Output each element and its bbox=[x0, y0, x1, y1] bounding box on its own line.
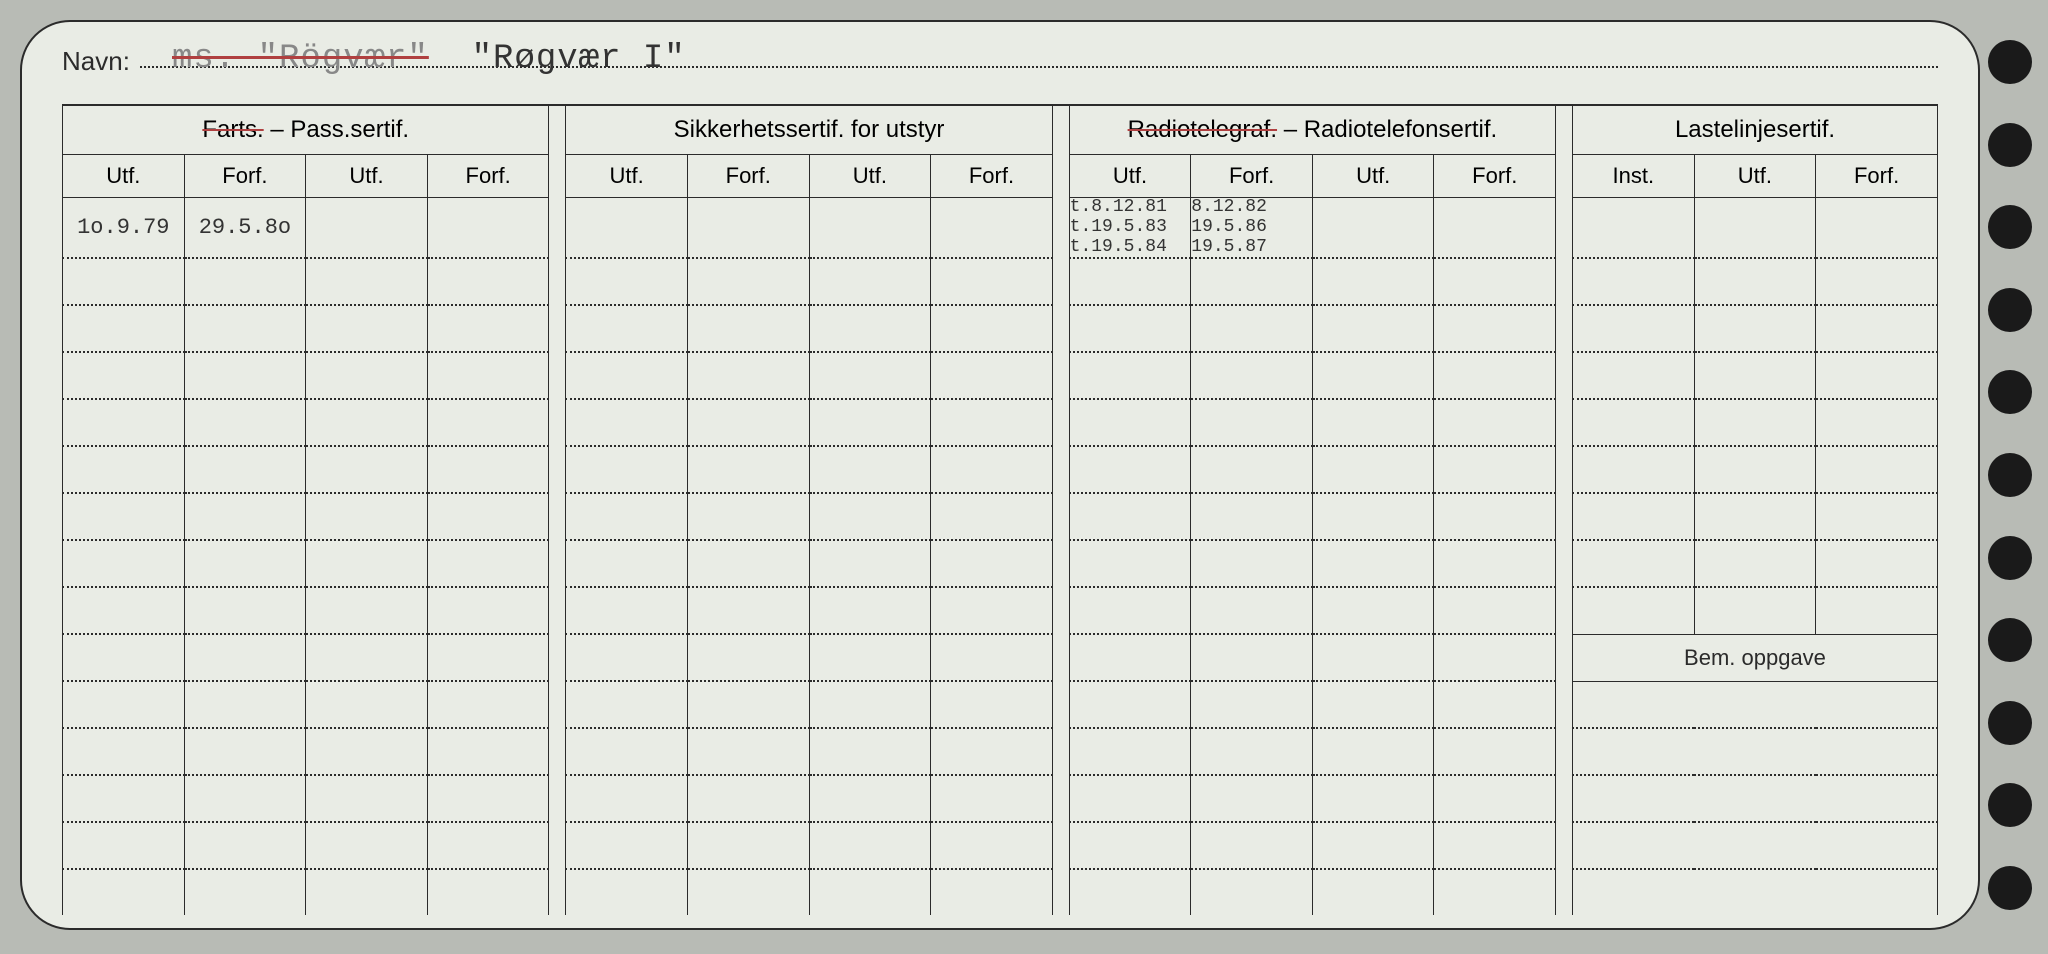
hole-icon bbox=[1988, 866, 2032, 910]
cell bbox=[1434, 198, 1556, 259]
col-forf-3: Forf. bbox=[687, 155, 809, 198]
group-sikkerhet: Sikkerhetssertif. for utstyr bbox=[566, 105, 1052, 155]
col-utf-1: Utf. bbox=[63, 155, 185, 198]
cell bbox=[809, 198, 931, 259]
hole-icon bbox=[1988, 536, 2032, 580]
group-pass-sertif: Farts. – Pass.sertif. bbox=[63, 105, 549, 155]
sub-header-row: Utf. Forf. Utf. Forf. Utf. Forf. Utf. Fo… bbox=[63, 155, 1938, 198]
cell bbox=[1694, 198, 1816, 259]
table-row bbox=[63, 822, 1938, 869]
index-card: Navn: ms. "Rögvær" "Røgvær I" Farts. – P… bbox=[20, 20, 1980, 930]
sep bbox=[1556, 155, 1573, 198]
navn-title: "Røgvær I" bbox=[472, 40, 686, 78]
sep bbox=[1556, 105, 1573, 155]
radio-forf-1: 8.12.82 bbox=[1191, 198, 1267, 218]
radiotelefon-text: – Radiotelefonsertif. bbox=[1277, 116, 1497, 143]
hole-icon bbox=[1988, 783, 2032, 827]
table-row bbox=[63, 681, 1938, 728]
table-row bbox=[63, 446, 1938, 493]
cell bbox=[1816, 198, 1938, 259]
sep bbox=[1052, 198, 1069, 259]
table-row: 1o.9.79 29.5.8o t.8.12.81 t.19.5.83 t.19… bbox=[63, 198, 1938, 259]
table-row bbox=[63, 728, 1938, 775]
table-row bbox=[63, 540, 1938, 587]
hole-icon bbox=[1988, 288, 2032, 332]
name-row: Navn: ms. "Rögvær" "Røgvær I" bbox=[62, 46, 1938, 96]
col-inst: Inst. bbox=[1572, 155, 1694, 198]
hole-icon bbox=[1988, 123, 2032, 167]
table-row bbox=[63, 493, 1938, 540]
hole-icon bbox=[1988, 205, 2032, 249]
sep bbox=[1556, 198, 1573, 259]
cell bbox=[931, 198, 1053, 259]
radio-forf-2: 19.5.86 bbox=[1191, 218, 1267, 238]
hole-icon bbox=[1988, 453, 2032, 497]
cell-radio-utf: t.8.12.81 t.19.5.83 t.19.5.84 bbox=[1069, 198, 1191, 259]
radio-utf-1: t.8.12.81 bbox=[1070, 198, 1167, 218]
bem-cell bbox=[1572, 681, 1937, 728]
col-utf-5: Utf. bbox=[1069, 155, 1191, 198]
hole-icon bbox=[1988, 618, 2032, 662]
table-row bbox=[63, 869, 1938, 915]
certificate-table: Farts. – Pass.sertif. Sikkerhetssertif. … bbox=[62, 104, 1938, 915]
cell bbox=[1572, 198, 1694, 259]
table-row: Bem. oppgave bbox=[63, 634, 1938, 681]
table-row bbox=[63, 775, 1938, 822]
cell bbox=[566, 198, 688, 259]
navn-text: ms. "Rögvær" "Røgvær I" bbox=[172, 40, 686, 78]
col-forf-7: Forf. bbox=[1816, 155, 1938, 198]
col-utf-4: Utf. bbox=[809, 155, 931, 198]
table-row bbox=[63, 352, 1938, 399]
col-utf-6: Utf. bbox=[1312, 155, 1434, 198]
sep bbox=[1052, 105, 1069, 155]
hole-icon bbox=[1988, 701, 2032, 745]
radio-utf-2: t.19.5.83 bbox=[1070, 218, 1167, 238]
col-forf-4: Forf. bbox=[931, 155, 1053, 198]
binder-holes bbox=[1988, 40, 2038, 910]
cell-utf1: 1o.9.79 bbox=[63, 198, 185, 259]
cell bbox=[687, 198, 809, 259]
navn-struck: ms. "Rögvær" bbox=[172, 40, 429, 78]
pass-sertif-text: – Pass.sertif. bbox=[264, 116, 409, 143]
cell-forf1: 29.5.8o bbox=[184, 198, 306, 259]
table-row bbox=[63, 305, 1938, 352]
table-row bbox=[63, 587, 1938, 634]
hole-icon bbox=[1988, 370, 2032, 414]
farts-strike: Farts. bbox=[202, 116, 263, 143]
table-row bbox=[63, 258, 1938, 305]
sep bbox=[549, 155, 566, 198]
col-forf-6: Forf. bbox=[1434, 155, 1556, 198]
group-lastelinje: Lastelinjesertif. bbox=[1572, 105, 1937, 155]
col-forf-1: Forf. bbox=[184, 155, 306, 198]
col-utf-7: Utf. bbox=[1694, 155, 1816, 198]
sep bbox=[1052, 155, 1069, 198]
cell bbox=[306, 198, 428, 259]
table-row bbox=[63, 399, 1938, 446]
radio-forf-3: 19.5.87 bbox=[1191, 238, 1267, 258]
bem-cell bbox=[1572, 869, 1937, 915]
cell bbox=[1312, 198, 1434, 259]
bem-oppgave-header: Bem. oppgave bbox=[1572, 634, 1937, 681]
cell bbox=[427, 198, 549, 259]
bem-cell bbox=[1572, 822, 1937, 869]
col-utf-3: Utf. bbox=[566, 155, 688, 198]
cell-radio-forf: 8.12.82 19.5.86 19.5.87 bbox=[1191, 198, 1313, 259]
col-forf-5: Forf. bbox=[1191, 155, 1313, 198]
radiotelegraf-strike: Radiotelegraf. bbox=[1128, 116, 1277, 143]
hole-icon bbox=[1988, 40, 2032, 84]
radio-utf-3: t.19.5.84 bbox=[1070, 238, 1167, 258]
col-forf-2: Forf. bbox=[427, 155, 549, 198]
bem-cell bbox=[1572, 728, 1937, 775]
sep bbox=[549, 105, 566, 155]
sep bbox=[549, 198, 566, 259]
group-radio: Radiotelegraf. – Radiotelefonsertif. bbox=[1069, 105, 1555, 155]
col-utf-2: Utf. bbox=[306, 155, 428, 198]
bem-cell bbox=[1572, 775, 1937, 822]
navn-label: Navn: bbox=[62, 46, 130, 77]
group-header-row: Farts. – Pass.sertif. Sikkerhetssertif. … bbox=[63, 105, 1938, 155]
